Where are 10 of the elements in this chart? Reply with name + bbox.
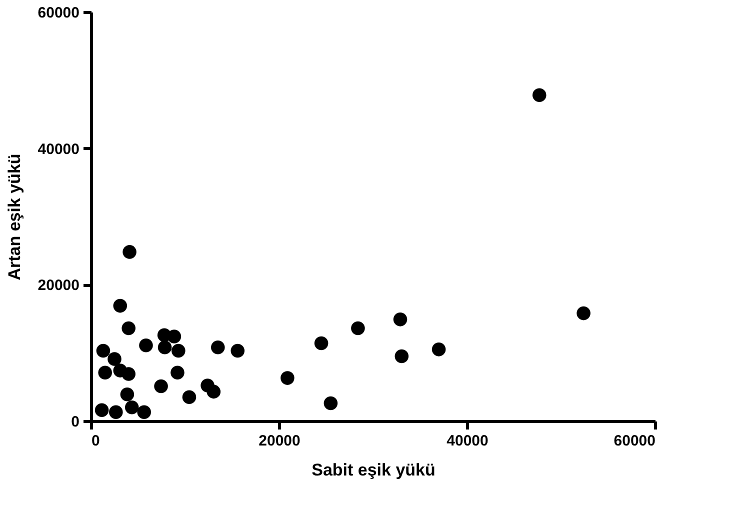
y-tick-label: 60000 — [38, 4, 80, 22]
y-tick-label: 40000 — [38, 140, 80, 158]
y-tick-label: 0 — [71, 414, 80, 430]
x-tick-label: 40000 — [446, 432, 488, 450]
x-tick-label: 0 — [92, 432, 100, 450]
y-tick-label: 20000 — [38, 277, 80, 294]
x-tick-label: 20000 — [258, 432, 300, 450]
y-axis-title: Artan eşik yükü — [4, 154, 24, 280]
x-axis-title: Sabit eşik yükü — [312, 460, 436, 480]
x-tick-label: 60000 — [614, 432, 656, 450]
